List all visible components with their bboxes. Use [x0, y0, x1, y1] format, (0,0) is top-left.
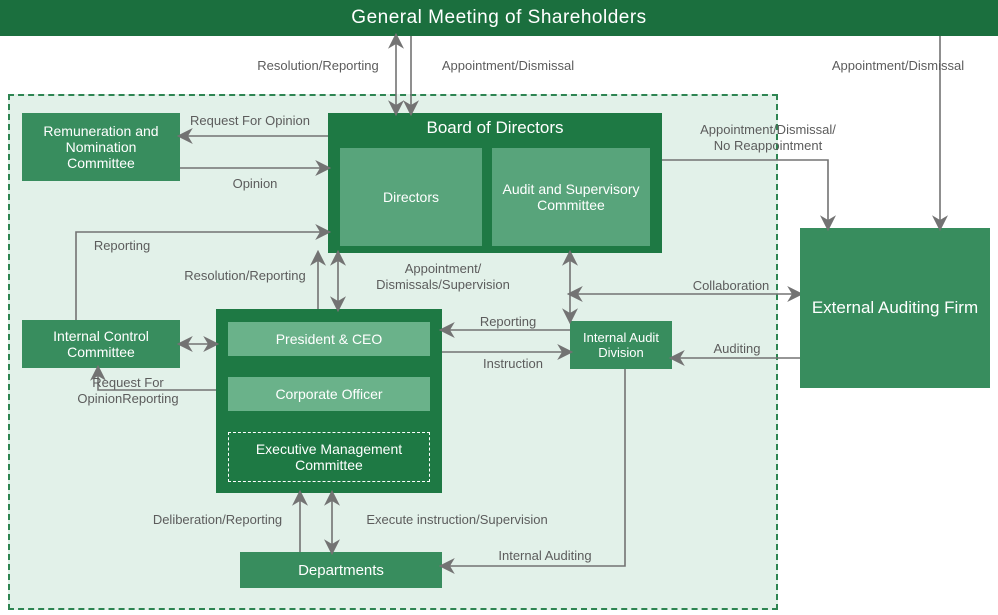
- label-intAuditing: Internal Auditing: [480, 548, 610, 564]
- label-resReport1: Resolution/Reporting: [238, 58, 398, 74]
- label-opinion: Opinion: [210, 176, 300, 192]
- label-apptDisNoRe: Appointment/Dismissal/ No Reappointment: [668, 122, 868, 153]
- label-reqOpinion: Request For Opinion: [190, 113, 310, 129]
- label-apptDisSuper: Appointment/ Dismissals/Supervision: [352, 261, 534, 292]
- label-reporting2: Reporting: [468, 314, 548, 330]
- label-collab: Collaboration: [676, 278, 786, 294]
- label-resReport2: Resolution/Reporting: [160, 268, 330, 284]
- label-reqOpRep: Request For OpinionReporting: [58, 375, 198, 406]
- label-reporting: Reporting: [82, 238, 162, 254]
- label-apptDis2: Appointment/Dismissal: [808, 58, 988, 74]
- label-instruction: Instruction: [468, 356, 558, 372]
- label-delibRep: Deliberation/Reporting: [130, 512, 305, 528]
- label-execInstr: Execute instruction/Supervision: [342, 512, 572, 528]
- label-apptDis1: Appointment/Dismissal: [418, 58, 598, 74]
- label-auditing: Auditing: [702, 341, 772, 357]
